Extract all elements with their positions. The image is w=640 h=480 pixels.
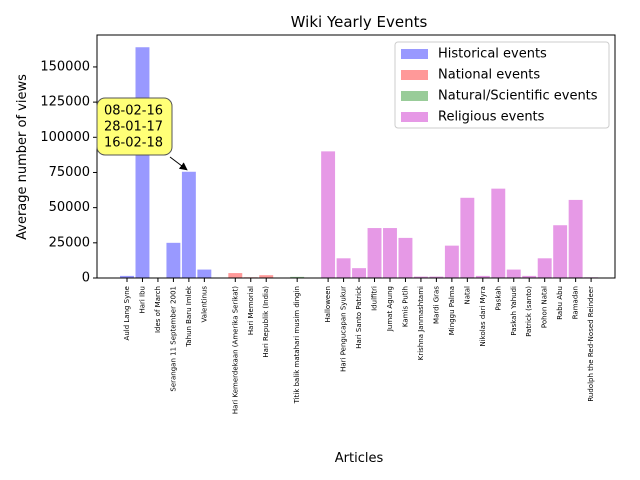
bar	[336, 258, 351, 278]
bar	[197, 269, 212, 278]
annotation-text: 16-02-18	[104, 136, 163, 151]
y-tick-label: 25000	[49, 235, 90, 250]
y-tick-label: 75000	[49, 165, 90, 180]
bar	[290, 276, 305, 278]
x-tick-label: Valentinus	[200, 286, 208, 323]
y-tick-label: 50000	[49, 200, 90, 215]
bar	[460, 197, 475, 278]
legend-label: Religious events	[438, 110, 545, 125]
bar	[259, 275, 274, 278]
bar	[120, 275, 134, 278]
x-tick-label: Hari Republik (India)	[262, 286, 270, 358]
x-tick-label: Rabu Abu	[556, 286, 564, 320]
bar	[181, 171, 196, 278]
bar	[522, 275, 537, 278]
x-tick-label: Hari Memorial	[247, 286, 255, 335]
x-tick-label: Paskah Yahudi	[510, 286, 518, 336]
legend-swatch	[401, 112, 428, 122]
x-tick-label: Minggu Palma	[448, 286, 456, 335]
legend-swatch	[401, 70, 428, 80]
bar	[444, 245, 459, 278]
bar	[506, 269, 521, 278]
bar	[413, 276, 428, 278]
x-tick-label: Hari Ibu	[138, 286, 146, 314]
annotation-text: 28-01-17	[104, 120, 163, 135]
bar	[367, 228, 382, 278]
legend-box	[394, 41, 610, 129]
bar	[429, 276, 444, 278]
bar	[228, 273, 243, 278]
x-tick-label: Patrick (santo)	[525, 286, 533, 337]
x-axis-label: Articles	[335, 451, 384, 466]
x-tick-label: Jumat Agung	[386, 286, 394, 332]
legend: Historical events National events Natural/…	[394, 41, 610, 129]
y-tick-label: 100000	[40, 130, 90, 145]
y-tick-label: 150000	[40, 59, 90, 74]
x-tick-label: Natal	[463, 286, 471, 305]
x-tick-label: Paskah	[494, 286, 502, 311]
annotation-box	[96, 97, 173, 156]
x-tick-label: Serangan 11 September 2001	[169, 286, 177, 392]
bar	[553, 225, 568, 278]
x-tick-label: Nikolas dari Myra	[479, 286, 487, 347]
x-tick-label: Krishna Janmashtami	[417, 286, 425, 360]
plot-frame	[96, 34, 616, 279]
bar	[537, 258, 552, 278]
x-tick-label: Hari Santo Patrick	[355, 285, 363, 349]
y-tick-label: 0	[82, 271, 90, 286]
bar	[568, 199, 583, 278]
x-tick-label: Kamis Putih	[401, 286, 409, 327]
x-tick-label: Halloween	[324, 286, 332, 323]
legend-label: Natural/Scientific events	[438, 89, 598, 104]
annotation-text: 08-02-16	[104, 104, 163, 119]
y-axis-label: Average number of views	[15, 74, 30, 240]
bar	[166, 242, 181, 278]
chart-title: Wiki Yearly Events	[291, 13, 428, 31]
bar	[475, 275, 490, 278]
bar	[321, 151, 336, 278]
annotation-arrow	[169, 156, 188, 171]
x-tick-label: Tahun Baru Imlek	[185, 285, 193, 348]
x-tick-label: Hari Kemerdekaan (Amerika Serikat)	[231, 286, 239, 414]
bar	[383, 228, 397, 278]
legend-label: National events	[438, 68, 540, 83]
bar	[398, 237, 413, 278]
x-tick-label: Rudolph the Red-Nosed Reindeer	[587, 286, 595, 402]
bar	[135, 47, 150, 279]
x-tick-label: Pohon Natal	[541, 286, 549, 328]
x-tick-label: Titik balik matahari musim dingin	[293, 286, 301, 404]
legend-swatch	[401, 49, 428, 59]
bar	[352, 268, 367, 278]
y-tick-label: 125000	[40, 95, 90, 110]
x-tick-label: Auld Lang Syne	[123, 286, 131, 340]
x-tick-label: Ides of March	[154, 286, 162, 333]
legend-label: Historical events	[438, 47, 547, 62]
x-tick-label: Mardi Gras	[432, 286, 440, 324]
x-tick-label: Ramadan	[572, 286, 580, 319]
bar	[491, 188, 506, 278]
legend-swatch	[401, 91, 428, 101]
x-tick-label: Hari Pengucapan Syukur	[340, 286, 348, 372]
x-tick-label: Idulfitri	[371, 286, 379, 311]
